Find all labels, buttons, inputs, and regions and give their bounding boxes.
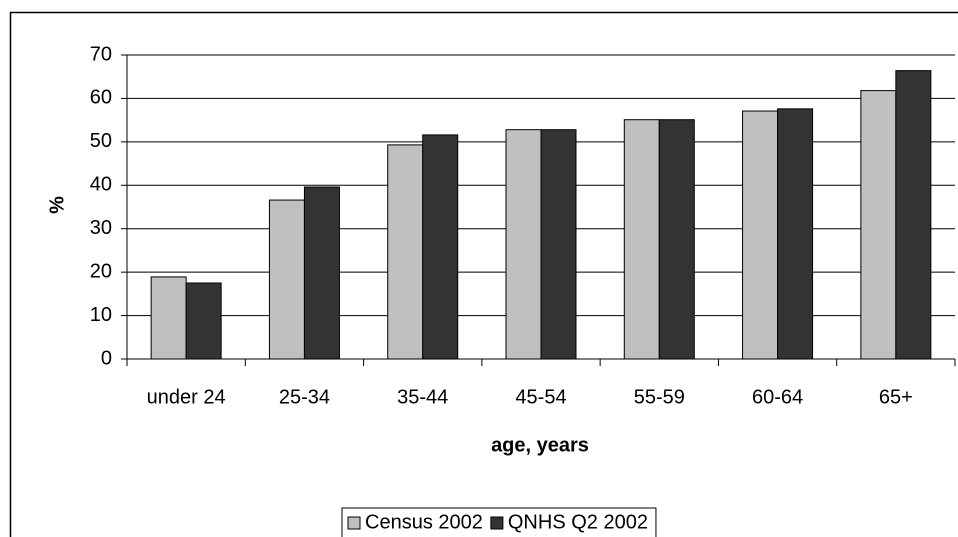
bar (742, 110, 779, 360)
y-tick-label: 0 (101, 347, 112, 369)
y-tick-label: 40 (90, 174, 112, 196)
bar (422, 134, 459, 360)
bar (303, 186, 340, 360)
bar (777, 108, 814, 360)
legend: Census 2002 QNHS Q2 2002 (341, 507, 657, 537)
legend-marker (490, 516, 504, 530)
bar (268, 199, 305, 360)
bar (860, 90, 897, 360)
legend-marker (347, 516, 361, 530)
bar (540, 129, 577, 360)
x-tick-label: 55-59 (634, 386, 685, 408)
y-tick-label: 30 (90, 217, 112, 239)
bar (505, 129, 542, 360)
chart-frame (9, 11, 958, 537)
x-tick-label: 60-64 (752, 386, 803, 408)
y-axis-title: % (46, 196, 68, 214)
x-tick-label: 65+ (879, 386, 913, 408)
bar (185, 282, 222, 360)
bar (895, 70, 932, 360)
y-tick-label: 50 (90, 130, 112, 152)
bar (658, 119, 695, 360)
x-tick-label: 25-34 (279, 386, 330, 408)
legend-label: QNHS Q2 2002 (508, 511, 648, 533)
y-tick-label: 10 (90, 304, 112, 326)
y-tick-label: 70 (90, 43, 112, 65)
x-tick-label: 45-54 (515, 386, 566, 408)
bar (150, 276, 187, 360)
x-tick-label: 35-44 (397, 386, 448, 408)
y-tick-label: 60 (90, 87, 112, 109)
bar (387, 144, 424, 360)
legend-label: Census 2002 (365, 511, 483, 533)
bar (623, 119, 660, 360)
x-axis-title: age, years (491, 434, 589, 456)
x-tick-label: under 24 (147, 386, 226, 408)
y-tick-label: 20 (90, 260, 112, 282)
